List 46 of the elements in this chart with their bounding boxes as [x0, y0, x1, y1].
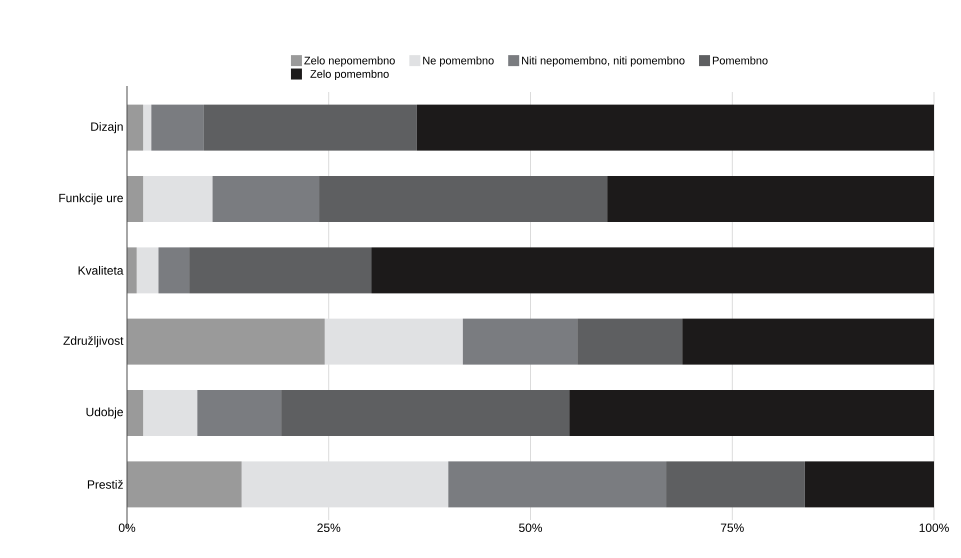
bar [462, 318, 578, 365]
x-tick-label: 100% [920, 524, 949, 532]
legend-label: Pomembno [712, 56, 768, 64]
bar [127, 176, 144, 222]
bar [143, 176, 213, 222]
bar [143, 390, 198, 436]
bar [607, 176, 934, 222]
bar [143, 104, 152, 151]
x-tick-label: 75% [720, 524, 744, 532]
bar [158, 247, 190, 294]
bar [242, 461, 448, 508]
bar [666, 461, 805, 508]
bar [324, 318, 463, 365]
x-tick-label: 50% [519, 524, 542, 532]
x-tick-label: 0% [118, 524, 136, 532]
legend-label: Zelo nepomembno [304, 56, 395, 67]
bar [372, 247, 934, 294]
bar [577, 318, 682, 365]
y-tick-label: Udobje [86, 407, 123, 419]
bar [204, 104, 417, 151]
y-tick-label: Dizajn [91, 122, 123, 134]
x-tick-label: 25% [317, 524, 340, 532]
y-tick-label: Funkcije ure [59, 193, 123, 205]
bar [448, 461, 666, 508]
legend-label: Niti nepomembno, niti pomembno [522, 56, 685, 67]
legend-label: Ne pomembno [423, 56, 494, 67]
bar [127, 461, 242, 508]
legend-label: Zelo pomembno [310, 70, 389, 80]
bar [127, 104, 144, 151]
bar [136, 247, 158, 294]
bar [416, 104, 934, 151]
y-tick-label: Združljivost [63, 336, 124, 348]
y-tick-label: Prestiž [88, 480, 123, 489]
bar [127, 247, 137, 294]
bar [569, 390, 934, 436]
y-tick-label: Kvaliteta [78, 266, 124, 275]
bar [127, 390, 144, 436]
bar [189, 247, 372, 294]
bar [682, 318, 934, 365]
bar [212, 176, 320, 222]
bar [197, 390, 282, 436]
bar [281, 390, 570, 436]
bar [319, 176, 608, 222]
bar [804, 461, 934, 508]
bar [151, 104, 204, 151]
bar [127, 318, 325, 365]
